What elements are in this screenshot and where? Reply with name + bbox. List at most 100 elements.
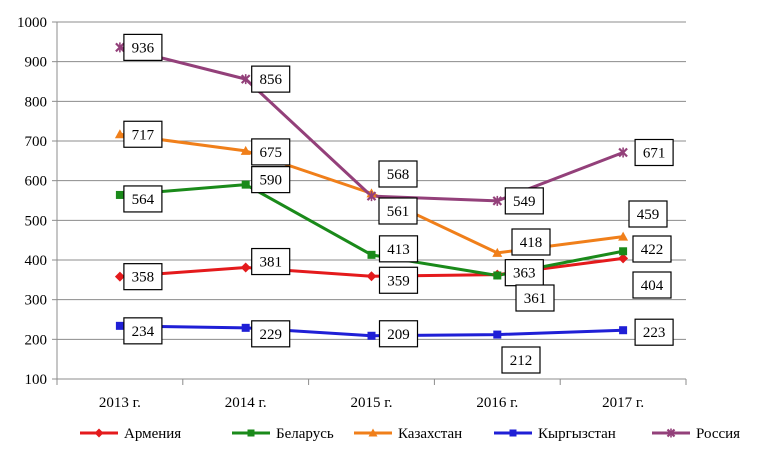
legend-4-point: [666, 428, 676, 438]
y-tick-label: 500: [25, 213, 48, 229]
series-4-point: [240, 74, 251, 85]
y-tick-label: 300: [25, 293, 48, 309]
data-label-text: 856: [259, 72, 282, 88]
data-labels: 358 381 359 363 404 564 590 413 361 422 717 675 568 4…: [123, 33, 674, 374]
series-3-point: [493, 330, 502, 339]
data-label-text: 936: [132, 40, 155, 56]
data-label-box: [251, 320, 291, 348]
data-label-text: 422: [641, 242, 664, 258]
legend-label: Армения: [124, 426, 181, 442]
data-label: 223: [634, 318, 674, 346]
data-label: 363: [504, 259, 544, 287]
data-label-box: [504, 259, 544, 287]
data-label: 212: [501, 346, 541, 374]
series-1-point: [367, 250, 376, 259]
y-tick-label: 100: [25, 372, 48, 388]
data-label-box: [123, 317, 163, 345]
data-label: 381: [251, 247, 291, 276]
legend-2-point: [368, 428, 378, 437]
y-tick-label: 200: [25, 332, 48, 348]
data-label-text: 459: [637, 207, 660, 223]
data-label-text: 590: [259, 173, 282, 189]
series-4-point: [366, 191, 377, 202]
data-label-text: 675: [259, 145, 282, 161]
data-label-box: [378, 320, 419, 348]
data-label: 590: [251, 166, 291, 194]
series-4-point: [618, 147, 628, 158]
data-label-box: [251, 247, 291, 276]
data-label-text: 363: [513, 266, 536, 282]
data-label-text: 564: [132, 192, 155, 208]
series-2-point: [618, 231, 629, 241]
data-label-box: [378, 160, 418, 188]
x-tick-label: 2013 г.: [99, 395, 141, 411]
legend-item: Беларусь: [232, 426, 334, 442]
data-label-box: [632, 235, 672, 263]
x-tick-label: 2017 г.: [602, 395, 644, 411]
legend-label: Кыргызстан: [538, 426, 616, 442]
data-label-text: 359: [387, 273, 410, 289]
data-label-box: [511, 228, 551, 256]
legend-item: Россия: [652, 426, 740, 442]
series-1-point: [493, 271, 502, 280]
data-label-box: [251, 65, 291, 93]
data-label-box: [251, 138, 291, 166]
y-tick-label: 800: [25, 94, 48, 110]
data-label-box: [251, 166, 291, 194]
legend-label: Беларусь: [276, 426, 334, 442]
series-3-point: [115, 321, 124, 330]
data-label-text: 212: [510, 353, 533, 369]
data-label: 717: [123, 120, 163, 148]
series-3-point: [241, 323, 250, 332]
data-label-text: 717: [132, 127, 155, 143]
data-label-box: [123, 263, 163, 291]
data-label: 361: [515, 284, 555, 312]
legend-label: Россия: [696, 426, 740, 442]
data-label: 229: [251, 320, 291, 348]
data-label-box: [628, 200, 668, 228]
data-label: 359: [378, 266, 419, 294]
series-line-4: [119, 45, 624, 203]
series-0-point: [114, 271, 125, 282]
data-label: 459: [628, 200, 668, 228]
data-label-box: [378, 266, 419, 294]
legend-1-point: [247, 429, 255, 437]
data-label-box: [501, 346, 541, 374]
y-tick-label: 600: [25, 174, 48, 190]
data-label-text: 234: [132, 324, 155, 340]
legend-0-point: [94, 428, 104, 438]
y-tick-label: 400: [25, 253, 48, 269]
data-label-box: [515, 284, 555, 312]
series-1-point: [115, 190, 124, 199]
data-label-text: 358: [132, 270, 155, 286]
data-label-text: 561: [387, 204, 410, 220]
data-label-box: [378, 197, 418, 225]
series-0-point: [240, 262, 251, 273]
series-2-point: [492, 247, 503, 257]
x-tick-label: 2016 г.: [476, 395, 518, 411]
data-label: 422: [632, 235, 672, 263]
x-tick-label: 2015 г.: [351, 395, 393, 411]
legend: Армения Беларусь Казахстан Кыргызстан Россия: [80, 426, 740, 442]
series-2-point: [114, 129, 125, 139]
data-label-text: 404: [641, 278, 664, 294]
data-label-text: 568: [387, 167, 410, 183]
data-label: 404: [632, 271, 672, 299]
y-tick-label: 900: [25, 55, 48, 71]
series-3-point: [367, 331, 376, 340]
data-label: 671: [634, 138, 674, 167]
legend-item: Кыргызстан: [494, 426, 616, 442]
data-label: 234: [123, 317, 163, 345]
legend-label: Казахстан: [398, 426, 462, 442]
data-label: 568: [378, 160, 418, 188]
data-label: 413: [378, 235, 419, 263]
data-label-box: [632, 271, 672, 299]
y-tick-label: 700: [25, 134, 48, 150]
data-label-text: 549: [513, 194, 536, 210]
data-label: 675: [251, 138, 291, 166]
legend-3-point: [509, 429, 517, 437]
data-label: 856: [251, 65, 291, 93]
data-label: 358: [123, 263, 163, 291]
legend-item: Армения: [80, 426, 181, 442]
